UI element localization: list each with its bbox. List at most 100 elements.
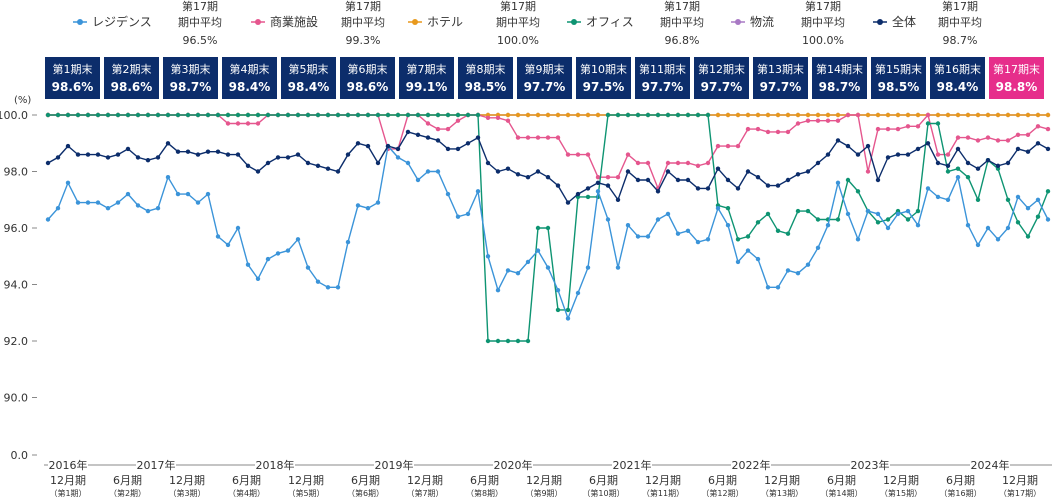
- year-label-2016年: 2016年: [49, 458, 88, 472]
- series-1-point: [845, 112, 851, 118]
- period-box-11: [635, 57, 690, 99]
- period-month-2: 6月期: [113, 474, 142, 487]
- series-0-point: [165, 175, 171, 180]
- series-5-point: [65, 143, 71, 149]
- series-1-point: [955, 135, 961, 140]
- y-tick-label: 92.0: [4, 335, 29, 348]
- y-axis: (%) 100.0 98.0 96.0 94.0 92.0 90.0 0.0: [0, 95, 37, 462]
- series-3-point: [115, 112, 121, 118]
- series-3-point: [435, 112, 441, 118]
- series-0-point: [815, 245, 821, 250]
- series-0-point: [1035, 197, 1041, 202]
- series-5-point: [475, 135, 481, 140]
- series-3-point: [665, 112, 671, 118]
- period-number-12: （第12期）: [701, 488, 743, 498]
- legend-marker-1: [255, 19, 261, 25]
- series-5-point: [775, 183, 781, 188]
- period-box-3: [163, 57, 218, 99]
- series-0-point: [415, 177, 421, 183]
- period-month-14: 6月期: [827, 474, 856, 487]
- series-5-point: [865, 143, 871, 149]
- series-3-point: [525, 338, 531, 344]
- series-3-point: [255, 112, 261, 118]
- series-3-point: [935, 121, 941, 126]
- period-number-13: （第13期）: [761, 488, 803, 498]
- series-0-point: [235, 225, 241, 231]
- series-0-point: [965, 223, 971, 228]
- series-0-point: [225, 242, 231, 248]
- series-3-point: [135, 112, 141, 118]
- series-2-point: [765, 112, 771, 118]
- series-0-point: [285, 248, 291, 253]
- series-5-point: [745, 169, 751, 174]
- series-1-point: [765, 129, 771, 135]
- period-box-13: [753, 57, 808, 99]
- series-1-point: [515, 135, 521, 140]
- series-0-point: [405, 160, 411, 166]
- series-5-point: [535, 169, 541, 174]
- series-3-point: [835, 217, 841, 222]
- series-1-point: [975, 138, 981, 143]
- series-3-point: [365, 112, 371, 118]
- series-3-point: [1015, 220, 1021, 225]
- series-0-point: [875, 211, 881, 217]
- period-box-14: [812, 57, 867, 99]
- series-2-point: [935, 112, 941, 118]
- series-0-point: [565, 316, 571, 321]
- series-0-point: [945, 197, 951, 202]
- series-5-point: [785, 177, 791, 183]
- period-box-label-1: 第1期末: [53, 62, 93, 76]
- period-box-7: [399, 57, 454, 99]
- series-1-point: [865, 169, 871, 174]
- y-tick-label: 0.0: [11, 449, 29, 462]
- series-3-point: [225, 112, 231, 118]
- series-1-point: [555, 135, 561, 140]
- series-3-point: [645, 112, 651, 118]
- avg-value-3: 96.8%: [665, 34, 700, 47]
- series-3-point: [355, 112, 361, 118]
- series-2-point: [895, 112, 901, 118]
- series-5-point: [685, 177, 691, 183]
- series-1-point: [625, 152, 631, 157]
- period-month-15: 12月期: [883, 474, 919, 487]
- series-5-point: [695, 186, 701, 191]
- series-0-point: [855, 237, 861, 242]
- series-0-point: [595, 189, 601, 194]
- series-0-point: [85, 200, 91, 205]
- series-1-point: [545, 135, 551, 140]
- series-1-point: [875, 126, 881, 132]
- series-0-point: [655, 217, 661, 222]
- period-month-4: 6月期: [232, 474, 261, 487]
- series-5-point: [515, 172, 521, 177]
- series-0-point: [55, 206, 61, 211]
- series-5-point: [735, 186, 741, 191]
- series-1-point: [805, 118, 811, 123]
- series-5-point: [875, 177, 881, 183]
- series-0-point: [505, 268, 511, 273]
- series-1-point: [505, 118, 511, 123]
- avg-title-4: 第17期: [805, 0, 841, 13]
- series-1-point: [225, 121, 231, 126]
- series-5-point: [995, 163, 1001, 168]
- series-0-point: [825, 223, 831, 228]
- series-0-point: [625, 223, 631, 228]
- series-1-point: [1045, 126, 1051, 132]
- series-0-point: [785, 268, 791, 273]
- series-3-point: [965, 175, 971, 180]
- series-0-point: [525, 259, 531, 265]
- series-0-point: [205, 191, 211, 197]
- series-2-point: [1045, 112, 1051, 118]
- series-2-point: [585, 112, 591, 118]
- year-label-bg: [48, 458, 88, 472]
- series-0-point: [135, 203, 141, 208]
- series-2-point: [505, 112, 511, 118]
- period-box-label-6: 第6期末: [348, 62, 388, 76]
- series-3-point: [85, 112, 91, 118]
- series-2-point: [595, 112, 601, 118]
- period-month-6: 6月期: [351, 474, 380, 487]
- series-5-point: [395, 146, 401, 152]
- series-0-point: [575, 290, 581, 296]
- series-2-point: [565, 112, 571, 118]
- period-box-value-17: 98.8%: [996, 80, 1038, 94]
- year-label-2018年: 2018年: [256, 458, 295, 472]
